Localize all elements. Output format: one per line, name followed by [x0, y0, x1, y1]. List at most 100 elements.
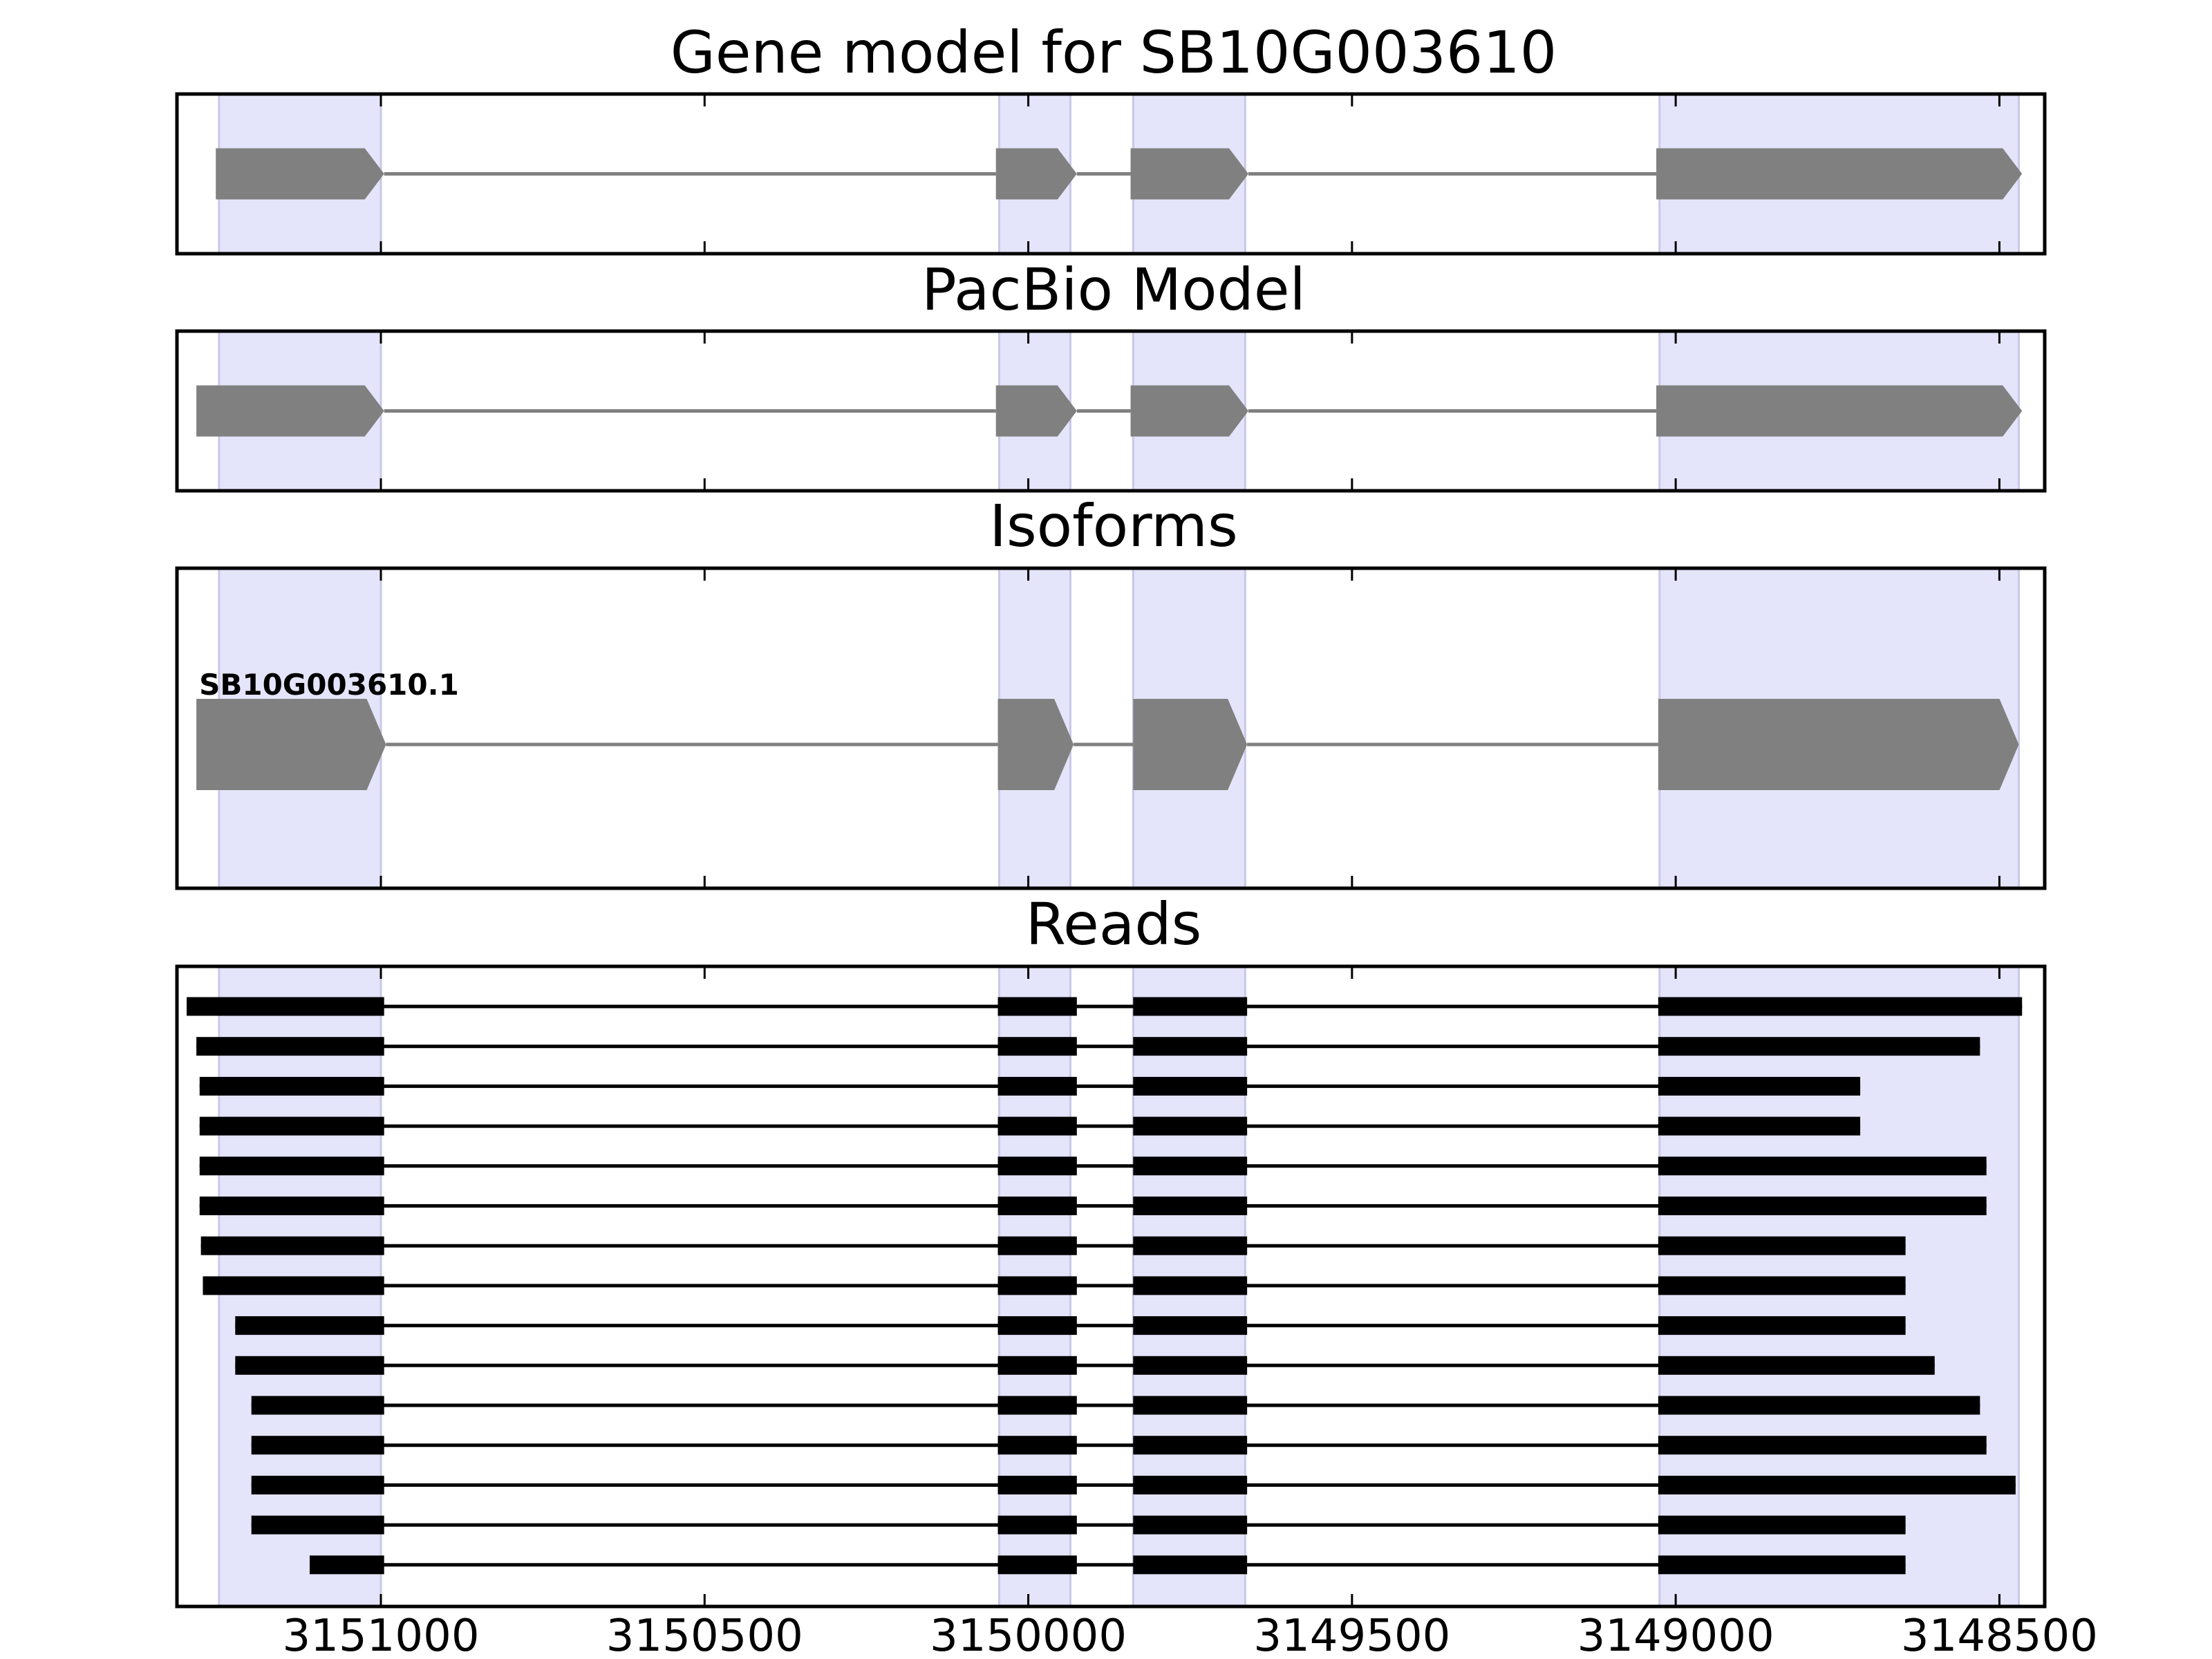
panel-reads-3: Reads: [175, 890, 2047, 1609]
read-block: [997, 1276, 1077, 1295]
read-block: [309, 1555, 384, 1575]
read-row: [203, 1276, 1906, 1295]
read-block: [1133, 1197, 1248, 1215]
panel-isoform-2: SB10G003610.1 Isoforms: [175, 492, 2047, 890]
read-row: [187, 997, 2023, 1016]
read-block: [199, 1116, 384, 1136]
read-block: [1133, 997, 1248, 1016]
read-block: [1658, 1436, 1987, 1455]
read-row: [199, 1197, 1987, 1215]
read-block: [997, 1396, 1077, 1415]
read-block: [1133, 1475, 1248, 1494]
exon-arrow: [1130, 385, 1249, 437]
read-block: [1133, 1236, 1248, 1255]
read-block: [199, 1156, 384, 1176]
read-block: [235, 1316, 384, 1335]
exon-arrow: [995, 385, 1077, 437]
isoform-label: SB10G003610.1: [199, 668, 459, 702]
read-block: [997, 1316, 1077, 1335]
read-block: [1658, 1116, 1861, 1136]
read-row: [251, 1515, 1906, 1535]
panel-title: Gene model for SB10G003610: [671, 19, 1557, 86]
read-block: [997, 1475, 1077, 1494]
read-block: [235, 1356, 384, 1375]
read-block: [196, 1037, 384, 1056]
read-block: [199, 1076, 384, 1096]
panel-title: PacBio Model: [921, 256, 1306, 324]
read-block: [200, 1236, 384, 1255]
read-block: [1658, 1156, 1987, 1176]
read-row: [199, 1076, 1861, 1096]
read-row: [235, 1316, 1906, 1335]
read-row: [251, 1396, 1980, 1415]
read-block: [997, 1356, 1077, 1375]
exon-arrow: [997, 699, 1074, 790]
read-block: [1133, 1276, 1248, 1295]
x-tick-label: 3148500: [1901, 1611, 2098, 1659]
read-block: [1133, 1555, 1248, 1575]
exon-arrow: [216, 148, 384, 200]
panel-frame: [175, 964, 2047, 1609]
exon-arrow: [1656, 148, 2023, 200]
read-block: [1658, 1037, 1980, 1056]
read-block: [1658, 1197, 1987, 1215]
read-row: [251, 1475, 2016, 1494]
read-block: [251, 1475, 384, 1494]
exon-arrow: [196, 699, 386, 790]
exon-arrow: [1130, 148, 1249, 200]
read-block: [1658, 1316, 1906, 1335]
exon-arrow: [1656, 385, 2023, 437]
read-block: [1658, 1236, 1906, 1255]
read-block: [997, 1076, 1077, 1096]
read-block: [1133, 1515, 1248, 1535]
read-row: [199, 1116, 1861, 1136]
x-tick-label: 3149500: [1253, 1611, 1450, 1659]
read-block: [1658, 1396, 1980, 1415]
exon-arrow: [1658, 699, 2019, 790]
x-tick-label: 3150000: [930, 1611, 1127, 1659]
read-row: [196, 1037, 1980, 1056]
panel-title: Reads: [1026, 890, 1202, 958]
read-block: [1133, 1076, 1248, 1096]
read-block: [1133, 1156, 1248, 1176]
panel-model-0: Gene model for SB10G003610: [175, 19, 2047, 256]
read-block: [251, 1396, 384, 1415]
read-block: [1133, 1356, 1248, 1375]
read-block: [997, 1236, 1077, 1255]
read-block: [251, 1515, 384, 1535]
read-block: [1658, 1515, 1906, 1535]
read-row: [200, 1236, 1906, 1255]
panel-model-1: PacBio Model: [175, 256, 2047, 493]
read-block: [1133, 1116, 1248, 1136]
read-block: [997, 1197, 1077, 1215]
panel-frame: [175, 566, 2047, 890]
panel-frame: [175, 329, 2047, 493]
x-tick-label: 3150500: [606, 1611, 803, 1659]
read-block: [187, 997, 384, 1016]
panel-frame: [175, 92, 2047, 256]
read-block: [1658, 1356, 1935, 1375]
read-block: [1133, 1316, 1248, 1335]
read-block: [1658, 997, 2023, 1016]
read-block: [1658, 1276, 1906, 1295]
exon-arrow: [1133, 699, 1248, 790]
read-block: [997, 1515, 1077, 1535]
exon-arrow: [995, 148, 1077, 200]
read-block: [997, 1436, 1077, 1455]
read-block: [1133, 1396, 1248, 1415]
read-row: [199, 1156, 1987, 1176]
read-row: [309, 1555, 1906, 1575]
read-row: [235, 1356, 1935, 1375]
read-block: [997, 1116, 1077, 1136]
read-block: [199, 1197, 384, 1215]
read-block: [1658, 1555, 1906, 1575]
x-tick-label: 3151000: [283, 1611, 480, 1659]
panel-title: Isoforms: [989, 492, 1238, 560]
read-block: [1133, 1436, 1248, 1455]
read-block: [1133, 1037, 1248, 1056]
read-block: [1658, 1475, 2016, 1494]
read-block: [997, 1037, 1077, 1056]
read-block: [997, 997, 1077, 1016]
read-block: [251, 1436, 384, 1455]
